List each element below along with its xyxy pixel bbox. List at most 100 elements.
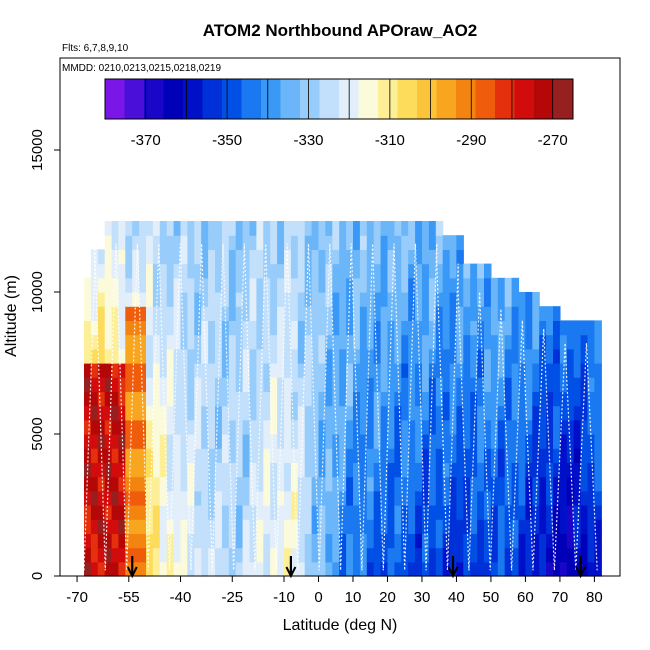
heatmap-cell	[201, 235, 209, 250]
heatmap-cell	[387, 249, 395, 265]
heatmap-cell	[497, 363, 506, 378]
heatmap-cell	[152, 292, 161, 307]
heatmap-cell	[435, 277, 444, 293]
heatmap-cell	[97, 334, 106, 350]
heatmap-cell	[270, 448, 278, 463]
heatmap-cell	[428, 249, 437, 265]
heatmap-cell	[470, 448, 478, 463]
heatmap-cell	[118, 320, 126, 336]
heatmap-cell	[553, 377, 561, 392]
heatmap-cell	[346, 405, 354, 421]
heatmap-cell	[580, 434, 589, 449]
heatmap-cell	[318, 235, 326, 250]
heatmap-cell	[518, 363, 526, 378]
colorbar: -370 -350 -330 -310 -290 -270	[104, 78, 574, 149]
heatmap-cell	[187, 476, 195, 492]
heatmap-cell	[84, 334, 92, 350]
heatmap-cell	[201, 377, 209, 392]
heatmap-cell	[139, 505, 147, 520]
heatmap-cell	[118, 561, 126, 577]
heatmap-cell	[366, 348, 375, 364]
heatmap-cell	[297, 547, 306, 563]
heatmap-cell	[380, 419, 389, 435]
heatmap-cell	[470, 476, 478, 492]
heatmap-cell	[332, 221, 340, 236]
heatmap-cell	[546, 561, 554, 577]
heatmap-cell	[449, 292, 458, 307]
heatmap-cell	[215, 476, 223, 492]
heatmap-cell	[539, 505, 547, 520]
heatmap-cell	[435, 320, 444, 336]
heatmap-cell	[580, 505, 589, 520]
heatmap-cell	[546, 533, 554, 549]
heatmap-cell	[180, 277, 188, 293]
heatmap-cell	[387, 363, 395, 378]
heatmap-cell	[490, 391, 499, 407]
heatmap-cell	[477, 348, 485, 364]
heatmap-cell	[366, 377, 375, 392]
heatmap-cell	[511, 391, 520, 407]
heatmap-cell	[256, 561, 264, 577]
heatmap-cell	[325, 448, 333, 463]
heatmap-cell	[270, 405, 278, 421]
heatmap-cell	[456, 277, 464, 293]
heatmap-cell	[249, 221, 257, 236]
heatmap-cell	[111, 419, 120, 435]
heatmap-cell	[484, 448, 492, 463]
heatmap-cell	[270, 533, 278, 549]
heatmap-cell	[435, 263, 444, 279]
heatmap-cell	[187, 249, 195, 265]
heatmap-cell	[532, 448, 540, 463]
heatmap-cell	[284, 519, 292, 534]
heatmap-cell	[311, 391, 320, 407]
heatmap-cell	[518, 377, 526, 392]
heatmap-cell	[428, 320, 437, 336]
heatmap-cell	[339, 434, 347, 449]
heatmap-cell	[173, 505, 182, 520]
heatmap-cell	[428, 263, 437, 279]
heatmap-cell	[297, 263, 306, 279]
heatmap-cell	[311, 561, 320, 577]
heatmap-cell	[415, 547, 423, 563]
heatmap-cell	[173, 249, 182, 265]
heatmap-cell	[104, 306, 113, 321]
heatmap-cell	[532, 334, 540, 350]
heatmap-cell	[449, 434, 458, 449]
heatmap-cell	[139, 263, 147, 279]
heatmap-cell	[263, 263, 271, 279]
heatmap-cell	[346, 363, 354, 378]
heatmap-cell	[325, 391, 333, 407]
heatmap-cell	[511, 533, 520, 549]
heatmap-cell	[428, 519, 437, 534]
heatmap-cell	[256, 448, 264, 463]
heatmap-cell	[532, 391, 540, 407]
heatmap-cell	[484, 277, 492, 293]
heatmap-cell	[470, 348, 478, 364]
heatmap-cell	[97, 348, 106, 364]
heatmap-cell	[132, 348, 140, 364]
heatmap-cell	[277, 476, 285, 492]
heatmap-cell	[97, 448, 106, 463]
heatmap-cell	[235, 363, 244, 378]
heatmap-cell	[228, 462, 237, 478]
heatmap-cell	[497, 547, 506, 563]
heatmap-cell	[284, 391, 292, 407]
heatmap-cell	[442, 419, 451, 435]
heatmap-cell	[173, 490, 182, 506]
heatmap-cell	[394, 490, 402, 506]
dates-subtitle: MMDD: 0210,0213,0215,0218,0219	[62, 63, 221, 74]
heatmap-cell	[187, 292, 195, 307]
heatmap-cell	[546, 334, 554, 350]
heatmap-cell	[587, 363, 595, 378]
heatmap-cell	[387, 533, 395, 549]
heatmap-cell	[270, 263, 278, 279]
heatmap-cell	[139, 434, 147, 449]
heatmap-cell	[449, 277, 458, 293]
heatmap-cell	[546, 377, 554, 392]
heatmap-cell	[346, 263, 354, 279]
heatmap-cell	[228, 448, 237, 463]
heatmap-cell	[456, 462, 464, 478]
heatmap-cell	[484, 292, 492, 307]
heatmap-cell	[159, 434, 168, 449]
heatmap-cell	[463, 547, 471, 563]
